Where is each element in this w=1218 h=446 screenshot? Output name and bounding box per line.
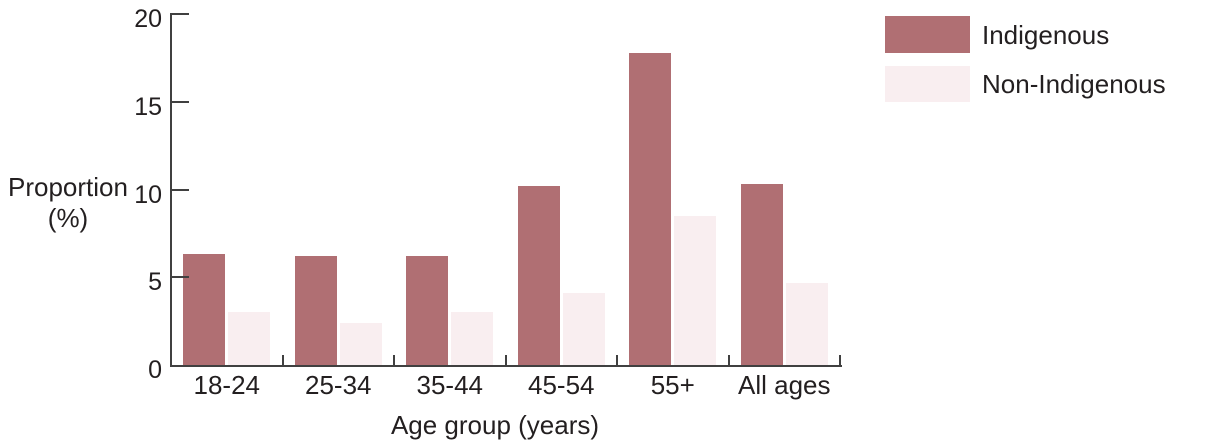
y-tick-15: [172, 100, 189, 103]
legend-label-indigenous: Indigenous: [982, 19, 1110, 50]
x-tick-5: [727, 355, 730, 365]
x-tick-1: [281, 355, 284, 365]
bar-non-indigenous-2: [451, 312, 494, 366]
legend-label-non-indigenous: Non-Indigenous: [982, 69, 1166, 99]
bar-non-indigenous-0: [228, 312, 271, 366]
x-axis-line: [170, 365, 842, 367]
y-tick-20: [172, 13, 189, 15]
y-tick-label-20: 20: [134, 5, 162, 33]
bar-non-indigenous-1: [339, 322, 382, 365]
x-tick-2: [393, 355, 395, 365]
x-category-label-2: 35-44: [416, 370, 484, 400]
x-category-label-4: 55+: [650, 370, 695, 400]
x-tick-6: [839, 355, 841, 365]
y-tick-label-5: 5: [148, 268, 162, 297]
x-axis-title: Age group (years): [390, 410, 600, 440]
x-tick-4: [616, 355, 618, 365]
y-tick-5: [172, 276, 189, 279]
legend-swatch-indigenous: [885, 16, 970, 53]
y-axis-title-line2: (%): [47, 203, 89, 233]
bar-indigenous-1: [294, 256, 337, 365]
bar-non-indigenous-4: [674, 215, 717, 365]
x-tick-3: [504, 355, 507, 365]
y-tick-label-15: 15: [134, 92, 162, 121]
bar-indigenous-5: [740, 184, 783, 365]
y-axis-title: Proportion (%): [0, 172, 136, 234]
y-axis-line: [170, 13, 172, 367]
x-category-label-0: 18-24: [193, 370, 261, 400]
bar-indigenous-0: [183, 254, 226, 365]
legend-item-indigenous: Indigenous: [885, 16, 1109, 53]
x-category-label-5: All ages: [738, 370, 831, 400]
bar-non-indigenous-5: [785, 282, 828, 365]
bar-non-indigenous-3: [562, 293, 605, 365]
legend-item-non-indigenous: Non-Indigenous: [885, 66, 1166, 102]
bar-indigenous-3: [517, 186, 560, 365]
bar-indigenous-2: [406, 256, 449, 365]
y-tick-label-0: 0: [148, 356, 162, 384]
y-tick-10: [172, 188, 189, 191]
legend-swatch-non-indigenous: [885, 66, 970, 102]
y-tick-label-10: 10: [134, 180, 162, 209]
x-category-label-1: 25-34: [305, 370, 372, 400]
y-axis-title-line1: Proportion: [8, 172, 128, 202]
bar-indigenous-4: [629, 52, 672, 365]
x-category-label-3: 45-54: [528, 370, 595, 400]
